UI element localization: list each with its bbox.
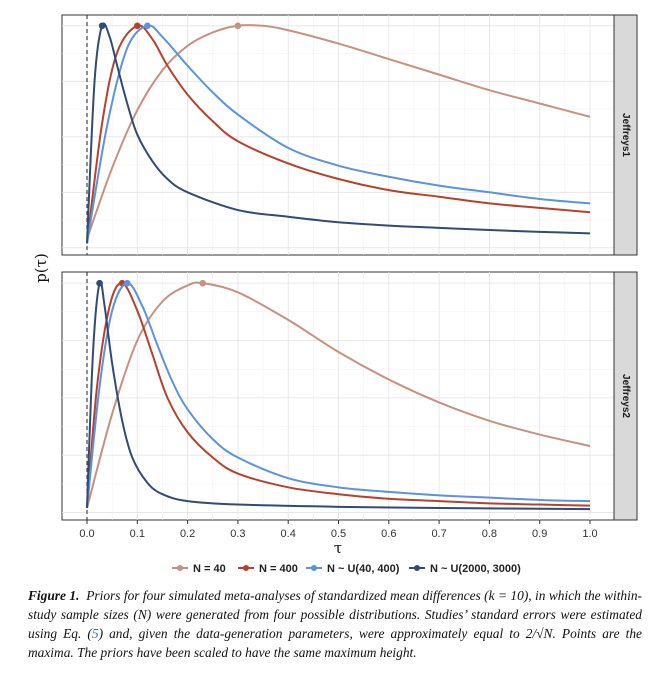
legend-label: N ~ U(40, 400) (327, 563, 400, 575)
strip-label-jeffreys2: Jeffreys2 (620, 374, 631, 418)
x-ticks: 0.0 0.1 0.2 0.3 0.4 0.5 0.6 0.7 0.8 0.9 1.0 (79, 520, 598, 540)
figure-caption: Figure 1. Priors for four simulated meta… (28, 586, 642, 662)
x-axis: 0.0 0.1 0.2 0.3 0.4 0.5 0.6 0.7 0.8 0.9 1.0 τ (79, 520, 598, 557)
panel-top: Jeffreys1 (61, 14, 638, 256)
strip-label-jeffreys1: Jeffreys1 (620, 113, 631, 157)
x-tick-label: 0.1 (130, 528, 145, 540)
strip-bottom (613, 271, 638, 521)
series-line-n-400 (86, 282, 591, 509)
series-line-n-u-40-400 (86, 282, 591, 509)
x-tick-label: 0.9 (532, 528, 547, 540)
x-tick-label: 0.0 (79, 528, 94, 540)
x-tick-label: 0.3 (230, 528, 245, 540)
panel-top-lines (86, 15, 591, 255)
maximum-point-n-400 (134, 22, 141, 30)
series-line-n-40 (86, 24, 591, 240)
x-tick-label: 0.2 (180, 528, 195, 540)
x-tick-label: 1.0 (582, 528, 597, 540)
x-tick-label: 0.4 (281, 528, 296, 540)
x-axis-title: τ (334, 539, 342, 557)
panel-bottom: Jeffreys2 (61, 271, 638, 521)
maximum-point-n-40 (199, 279, 206, 287)
x-tick-label: 0.7 (431, 528, 446, 540)
legend-key-point (414, 565, 420, 571)
legend-key-point (177, 565, 183, 571)
equation-ref-link[interactable]: 5 (91, 626, 99, 641)
maximum-point-n-u-2000-3000 (98, 22, 106, 30)
legend-key-point (311, 565, 317, 571)
series-line-n-40 (86, 281, 591, 509)
x-tick-label: 0.8 (482, 528, 497, 540)
series-line-n-400 (86, 24, 591, 244)
panel-top-border (61, 14, 615, 256)
maximum-point-n-u-40-400 (123, 279, 131, 287)
strip-top (613, 14, 638, 256)
figure-chart: Jeffreys1 Jeffreys2 0.0 0.1 0.2 0.3 0.4 0.5 0.… (32, 14, 638, 575)
legend-label: N = 400 (259, 563, 298, 575)
y-axis-title: p(τ) (32, 253, 50, 283)
maximum-point-n-u-2000-3000 (96, 279, 103, 287)
x-tick-label: 0.5 (331, 528, 346, 540)
x-tick-label: 0.6 (381, 528, 396, 540)
legend-label: N ~ U(2000, 3000) (430, 563, 521, 575)
maximum-point-n-u-40-400 (144, 22, 151, 30)
legend-key-point (243, 565, 249, 571)
series-line-n-u-40-400 (86, 24, 591, 244)
panel-bottom-lines (86, 272, 591, 520)
legend-label: N = 40 (193, 563, 226, 575)
figure-label: Figure 1. (28, 588, 80, 603)
caption-text-1: Priors for four simulated meta-analyses … (28, 588, 642, 641)
legend: N = 40 N = 400 N ~ U(40, 400) N ~ U(2000, 3… (172, 563, 521, 575)
caption-text-2: ) and, given the data-generation paramet… (28, 626, 642, 660)
maximum-point-n-40 (234, 22, 242, 30)
